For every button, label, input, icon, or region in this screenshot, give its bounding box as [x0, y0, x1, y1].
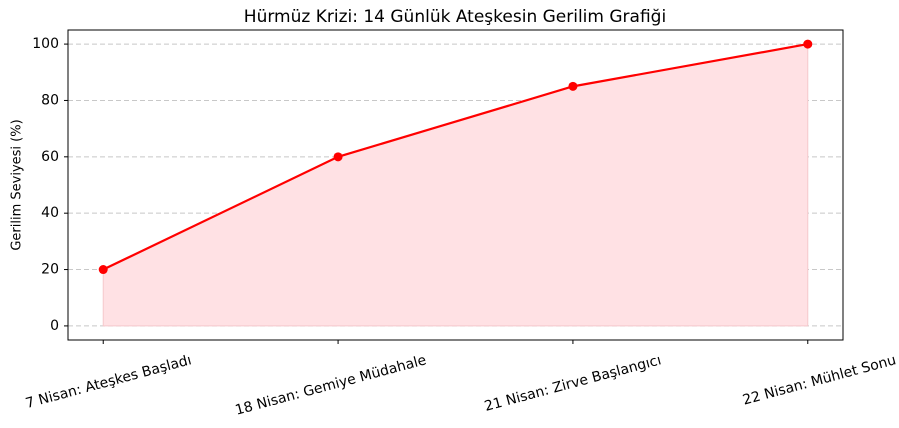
y-tick-label: 100 — [32, 36, 59, 52]
x-tick-label: 7 Nisan: Ateşkes Başladı — [24, 352, 193, 412]
y-axis-label: Gerilim Seviyesi (%) — [10, 119, 25, 250]
y-tick-label: 20 — [41, 262, 59, 278]
point — [333, 152, 343, 162]
line — [102, 43, 808, 271]
y-tick-label: 0 — [50, 318, 59, 334]
y-tick-label: 60 — [41, 149, 59, 165]
point — [568, 81, 578, 91]
marks — [98, 39, 813, 327]
point — [98, 265, 108, 275]
point — [803, 39, 813, 49]
x-tick-label: 21 Nisan: Zirve Başlangıcı — [483, 352, 663, 415]
x-tick-label: 18 Nisan: Gemiye Müdahale — [233, 352, 428, 419]
y-tick-label: 80 — [41, 92, 59, 108]
x-tick-label: 22 Nisan: Mühlet Sonu — [741, 352, 898, 408]
chart-title: Hürmüz Krizi: 14 Günlük Ateşkesin Gerili… — [244, 7, 666, 27]
plot-frame — [67, 29, 844, 341]
area — [102, 43, 809, 327]
y-tick-label: 40 — [41, 205, 59, 221]
